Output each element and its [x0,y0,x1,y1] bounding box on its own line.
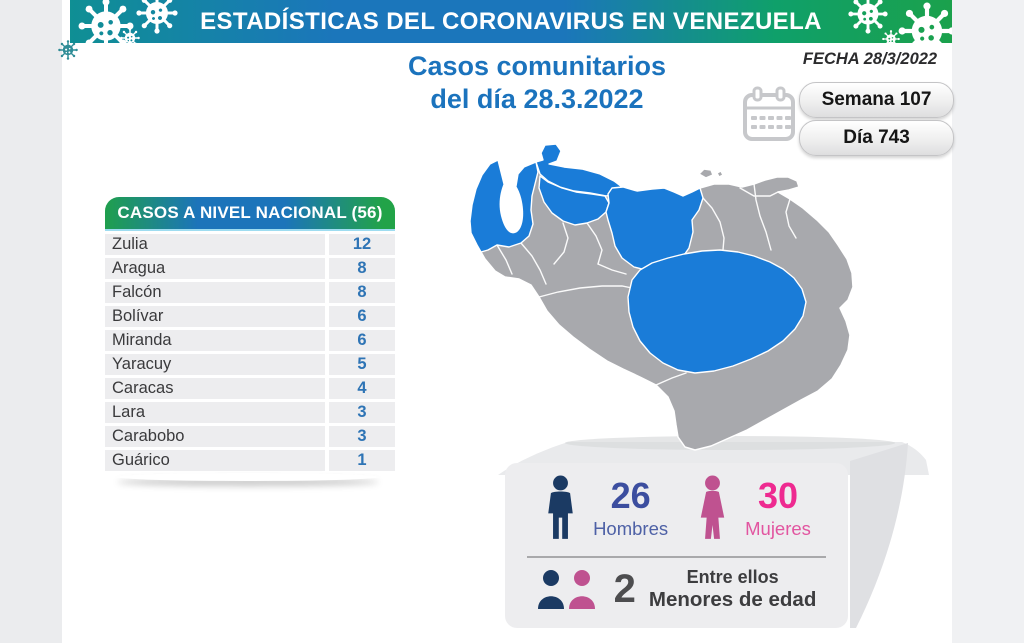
state-cases: 6 [329,306,395,327]
page-title-line2: del día 28.3.2022 [430,84,644,114]
state-cases: 3 [329,426,395,447]
cases-table-body: Zulia 12 Aragua 8 Falcón 8 Bolívar 6 Miranda… [105,234,395,471]
table-row: Aragua 8 [105,258,395,279]
calendar-icon [743,86,795,141]
table-row: Yaracuy 5 [105,354,395,375]
state-cases: 6 [329,330,395,351]
banner-title: ESTADÍSTICAS DEL CORONAVIRUS EN VENEZUEL… [200,8,822,35]
dia-badge: Día 743 [799,120,954,156]
state-borders [496,183,797,386]
mujeres-value: 30 [758,474,799,516]
man-icon [548,475,573,539]
state-bolivar [627,249,807,374]
state-lara-yaracuy [538,175,610,226]
menores-line2: Menores de edad [648,587,817,611]
banner: ESTADÍSTICAS DEL CORONAVIRUS EN VENEZUEL… [70,0,952,43]
table-row: Carabobo 3 [105,426,395,447]
table-row: Miranda 6 [105,330,395,351]
state-name: Yaracuy [105,354,325,375]
photo-margin-right [952,0,1024,643]
minors-icons [537,570,595,610]
mujeres-label: Mujeres [745,517,811,539]
state-aragua-miranda-guarico [605,186,704,272]
venezuela-map [469,143,854,451]
virus-icon [58,40,78,60]
margarita-island [698,168,714,179]
state-cases: 1 [329,450,395,471]
state-name: Bolívar [105,306,325,327]
fecha-label: FECHA 28/3/2022 [802,50,938,68]
page-title: Casos comunitarios del día 28.3.2022 [372,50,702,116]
state-cases: 12 [329,234,395,255]
state-cases: 5 [329,354,395,375]
semana-badge: Semana 107 [799,82,954,118]
state-name: Zulia [105,234,325,255]
table-row: Bolívar 6 [105,306,395,327]
state-name: Caracas [105,378,325,399]
table-shadow [117,473,379,481]
photo-margin-left [0,0,62,643]
mujeres-group: 30 Mujeres [694,475,811,541]
lake-maracaibo [499,179,524,234]
menores-text: Entre ellos Menores de edad [649,567,816,611]
table-row: Lara 3 [105,402,395,423]
state-name: Guárico [105,450,325,471]
page-title-line1: Casos comunitarios [407,51,667,81]
menores-value: 2 [613,567,636,612]
hombres-label: Hombres [593,517,669,539]
table-row: Zulia 12 [105,234,395,255]
state-name: Lara [105,402,325,423]
minors-row: 2 Entre ellos Menores de edad [505,567,848,611]
state-name: Aragua [105,258,325,279]
state-name: Miranda [105,330,325,351]
state-name: Falcón [105,282,325,303]
state-cases: 3 [329,402,395,423]
state-cases: 8 [329,282,395,303]
table-row: Caracas 4 [105,378,395,399]
hombres-group: 26 Hombres [542,475,668,541]
gender-stats-row: 26 Hombres 30 Mujeres [505,475,848,541]
stats-panel: 26 Hombres 30 Mujeres [505,463,848,628]
hombres-value: 26 [610,474,651,516]
woman-icon [700,475,725,539]
islet [716,170,724,178]
table-row: Guárico 1 [105,450,395,471]
cases-table-header: CASOS A NIVEL NACIONAL (56) [105,197,395,231]
state-name: Carabobo [105,426,325,447]
state-cases: 4 [329,378,395,399]
state-cases: 8 [329,258,395,279]
menores-line1: Entre ellos [686,567,779,587]
divider [527,556,826,558]
table-row: Falcón 8 [105,282,395,303]
page-curl [850,443,908,628]
cases-table: CASOS A NIVEL NACIONAL (56) Zulia 12 Arag… [105,197,395,471]
